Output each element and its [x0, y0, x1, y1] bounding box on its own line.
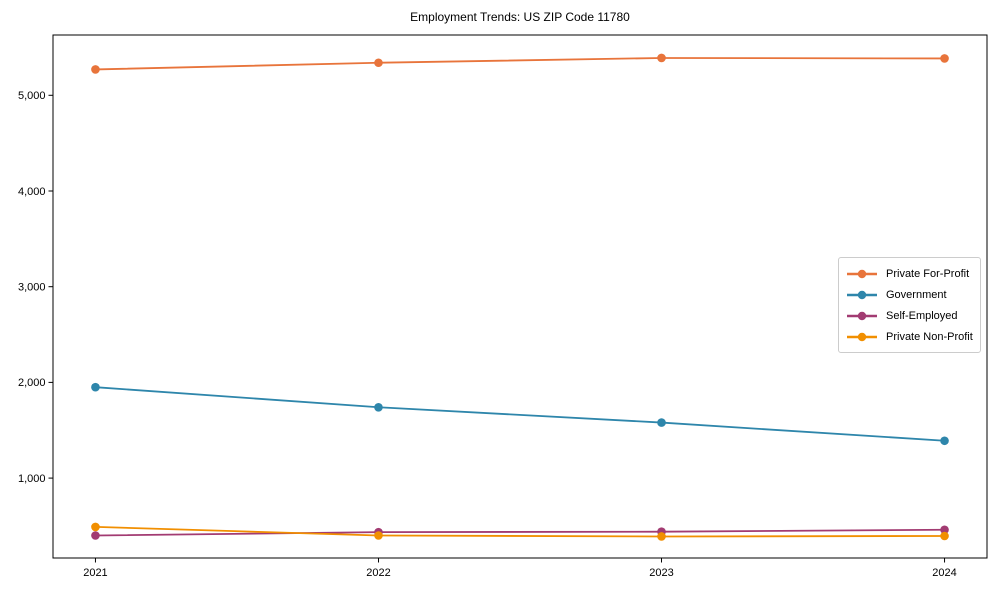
- x-tick-label: 2023: [649, 567, 673, 579]
- y-tick-label: 3,000: [18, 281, 46, 293]
- data-point: [657, 532, 666, 541]
- legend-line-marker-icon: [847, 311, 877, 320]
- y-tick-label: 2,000: [18, 377, 46, 389]
- legend-label: Self-Employed: [886, 309, 958, 322]
- legend: Private For-Profit Government Self-Employe…: [838, 257, 981, 353]
- legend-label: Government: [886, 288, 947, 301]
- legend-line-marker-icon: [847, 332, 877, 341]
- x-tick-label: 2021: [83, 567, 107, 579]
- series-line: [95, 525, 945, 538]
- legend-line-marker-icon: [847, 269, 877, 278]
- legend-item: Private For-Profit: [847, 263, 974, 284]
- y-tick-label: 5,000: [18, 90, 46, 102]
- data-point: [91, 522, 100, 532]
- data-point: [374, 531, 383, 540]
- series-line: [95, 386, 945, 442]
- data-point: [940, 531, 949, 541]
- data-point: [940, 54, 949, 63]
- series-line: [95, 528, 945, 537]
- data-point: [374, 58, 383, 68]
- series-line: [95, 57, 945, 71]
- chart-title: Employment Trends: US ZIP Code 11780: [410, 10, 630, 24]
- legend-item: Private Non-Profit: [847, 326, 974, 347]
- data-point: [91, 382, 100, 392]
- data-point: [940, 525, 949, 535]
- data-point: [91, 531, 100, 540]
- data-point: [91, 65, 100, 74]
- data-point: [657, 418, 666, 427]
- legend-label: Private Non-Profit: [886, 330, 973, 343]
- legend-item: Government: [847, 284, 974, 305]
- legend-label: Private For-Profit: [886, 267, 970, 280]
- y-tick-label: 4,000: [18, 186, 46, 198]
- legend-line-marker-icon: [847, 290, 877, 299]
- data-point: [657, 53, 666, 63]
- data-point: [374, 402, 383, 412]
- legend-item: Self-Employed: [847, 305, 974, 326]
- x-tick-label: 2024: [932, 567, 956, 579]
- x-tick-label: 2022: [366, 567, 390, 579]
- y-tick-label: 1,000: [18, 473, 46, 485]
- data-point: [940, 436, 949, 446]
- plot-frame: [52, 34, 988, 559]
